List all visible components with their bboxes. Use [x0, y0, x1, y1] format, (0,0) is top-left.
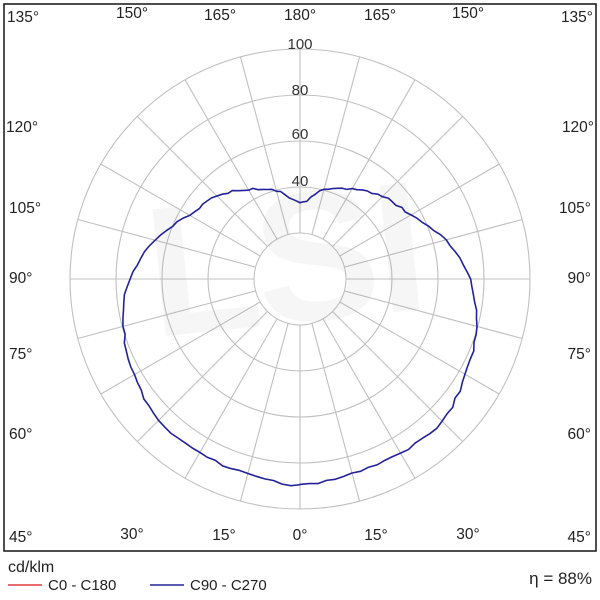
- svg-text:90°: 90°: [9, 270, 32, 287]
- svg-text:30°: 30°: [120, 526, 143, 543]
- svg-text:80: 80: [292, 82, 309, 99]
- svg-text:75°: 75°: [568, 346, 591, 363]
- svg-text:135°: 135°: [7, 9, 39, 26]
- svg-text:120°: 120°: [562, 119, 594, 136]
- svg-text:100: 100: [287, 36, 312, 53]
- svg-text:60°: 60°: [568, 426, 591, 443]
- svg-text:45°: 45°: [9, 529, 32, 546]
- svg-text:η = 88%: η = 88%: [529, 569, 592, 588]
- svg-text:120°: 120°: [6, 119, 38, 136]
- svg-text:60: 60: [292, 126, 309, 143]
- svg-text:105°: 105°: [559, 200, 591, 217]
- svg-text:150°: 150°: [452, 5, 484, 22]
- svg-text:60°: 60°: [9, 426, 32, 443]
- svg-text:165°: 165°: [364, 7, 396, 24]
- svg-text:LSI: LSI: [136, 143, 432, 377]
- svg-text:90°: 90°: [568, 270, 591, 287]
- svg-text:45°: 45°: [568, 529, 591, 546]
- svg-text:C90 - C270: C90 - C270: [190, 577, 267, 594]
- svg-text:180°: 180°: [284, 7, 316, 24]
- svg-text:30°: 30°: [456, 526, 479, 543]
- svg-text:165°: 165°: [204, 7, 236, 24]
- svg-text:105°: 105°: [9, 200, 41, 217]
- svg-text:cd/klm: cd/klm: [8, 559, 54, 576]
- svg-text:135°: 135°: [561, 9, 593, 26]
- svg-text:15°: 15°: [364, 527, 387, 544]
- svg-text:0°: 0°: [293, 527, 308, 544]
- svg-text:C0 - C180: C0 - C180: [48, 577, 116, 594]
- svg-text:150°: 150°: [116, 5, 148, 22]
- svg-text:75°: 75°: [9, 346, 32, 363]
- svg-text:15°: 15°: [212, 527, 235, 544]
